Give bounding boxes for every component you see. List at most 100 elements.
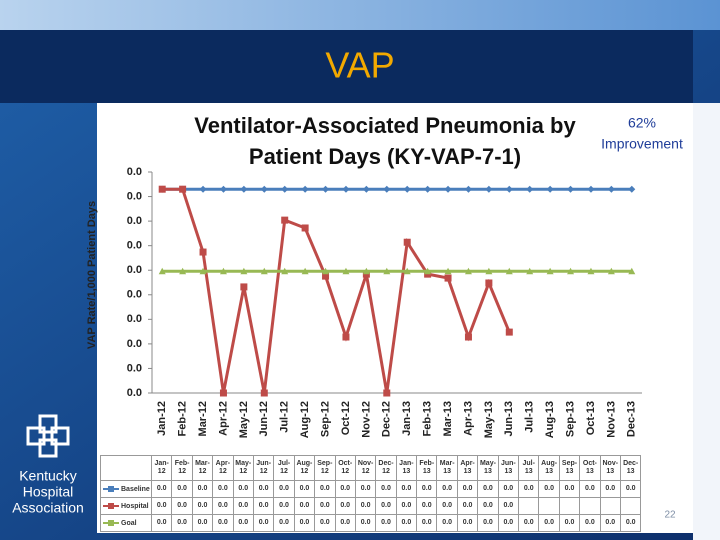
- table-cell: 0.0: [150, 497, 173, 515]
- marker: [362, 267, 370, 275]
- table-cell: 0.0: [456, 480, 479, 498]
- marker: [199, 248, 207, 256]
- x-tick-label: Sep-12: [319, 401, 331, 437]
- marker: [240, 185, 248, 193]
- table-cell: 0.0: [293, 480, 316, 498]
- marker: [485, 267, 493, 275]
- legend-label: Goal: [121, 519, 137, 527]
- x-tick-label: Oct-13: [585, 401, 597, 435]
- table-header: Dec-12: [375, 455, 397, 481]
- table-cell: 0.0: [212, 514, 234, 532]
- marker: [219, 185, 227, 193]
- marker: [546, 185, 554, 193]
- table-cell: 0.0: [579, 514, 601, 532]
- table-cell: [538, 497, 560, 515]
- table-cell: 0.0: [293, 514, 316, 532]
- table-cell: 0.0: [252, 497, 275, 515]
- header-band: [0, 30, 693, 103]
- table-cell: 0.0: [150, 480, 173, 498]
- legend-label: Baseline: [121, 485, 150, 493]
- table-cell: 0.0: [232, 514, 254, 532]
- table-cell: 0.0: [334, 514, 356, 532]
- marker: [199, 267, 207, 275]
- marker: [301, 267, 309, 275]
- marker: [260, 389, 268, 397]
- y-tick-label: 0.0: [127, 313, 142, 325]
- table-cell: 0.0: [212, 480, 234, 498]
- table-cell: 0.0: [232, 480, 254, 498]
- callout: Improvement: [601, 136, 683, 152]
- x-tick-label: Apr-13: [462, 401, 474, 436]
- table-header: Dec-13: [619, 455, 642, 481]
- legend-marker: [108, 502, 114, 509]
- logo-text: Kentucky: [19, 468, 77, 484]
- table-cell: 0.0: [354, 480, 377, 498]
- table-header: Jan-12: [150, 455, 173, 481]
- y-tick-label: 0.0: [127, 215, 142, 227]
- table-row-name: Goal: [100, 514, 152, 532]
- y-tick-label: 0.0: [127, 289, 142, 301]
- table-cell: 0.0: [354, 497, 377, 515]
- marker: [281, 185, 289, 193]
- table-cell: 0.0: [477, 514, 499, 532]
- table-cell: 0.0: [232, 497, 254, 515]
- y-tick-label: 0.0: [127, 240, 142, 252]
- marker: [607, 185, 615, 193]
- table-cell: 0.0: [477, 497, 499, 515]
- marker: [444, 274, 452, 282]
- x-tick-label: Jul-13: [524, 401, 536, 433]
- marker: [179, 267, 187, 275]
- marker: [260, 185, 268, 193]
- table-cell: 0.0: [314, 497, 336, 515]
- marker: [567, 267, 575, 275]
- marker: [505, 185, 513, 193]
- marker: [260, 267, 268, 275]
- marker: [607, 267, 615, 275]
- table-cell: 0.0: [273, 514, 295, 532]
- marker: [505, 267, 513, 275]
- table-cell: 0.0: [171, 514, 193, 532]
- table-header: Jul-12: [273, 455, 295, 481]
- table-cell: 0.0: [334, 480, 356, 498]
- chart-title: Patient Days (KY-VAP-7-1): [249, 144, 521, 169]
- table-header: Sep-13: [558, 455, 581, 481]
- table-cell: 0.0: [314, 514, 336, 532]
- table-header: Aug-13: [538, 455, 560, 481]
- table-cell: 0.0: [619, 514, 642, 532]
- x-tick-label: Oct-12: [340, 401, 352, 435]
- marker: [464, 185, 472, 193]
- table-cell: 0.0: [538, 480, 560, 498]
- table-header: Jun-12: [252, 455, 275, 481]
- marker: [281, 267, 289, 275]
- table-cell: 0.0: [191, 514, 214, 532]
- table-cell: 0.0: [212, 497, 234, 515]
- table-row-name: Baseline: [100, 480, 152, 498]
- marker: [505, 328, 513, 336]
- data-table: Jan-12 Feb-12 Mar-12 Apr-12 May-12 Jun-12 Jul-…: [100, 455, 642, 532]
- table-cell: 0.0: [599, 480, 621, 498]
- y-tick-label: 0.0: [127, 387, 142, 399]
- table-header: Sep-12: [314, 455, 336, 481]
- x-tick-label: Apr-12: [217, 401, 229, 436]
- table-cell: 0.0: [252, 514, 275, 532]
- table-cell: 0.0: [293, 497, 316, 515]
- page-number: 22: [664, 510, 676, 521]
- table-cell: 0.0: [558, 514, 581, 532]
- legend-marker: [108, 519, 114, 526]
- marker: [567, 185, 575, 193]
- table-cell: 0.0: [436, 480, 458, 498]
- y-tick-label: 0.0: [127, 362, 142, 374]
- table-cell: 0.0: [375, 514, 397, 532]
- series-line: [162, 187, 511, 394]
- marker: [240, 283, 248, 291]
- chart-title: Ventilator-Associated Pneumonia by: [194, 113, 576, 138]
- table-row: Goal 0.0 0.0 0.0 0.0 0.0 0.0 0.0 0.0 0.0 0.0 0.0 0.0…: [100, 514, 642, 532]
- marker: [485, 185, 493, 193]
- marker: [199, 185, 207, 193]
- table-cell: [558, 497, 581, 515]
- table-cell: 0.0: [395, 497, 418, 515]
- x-tick-label: Jan-13: [401, 401, 413, 436]
- marker: [587, 267, 595, 275]
- table-cell: 0.0: [273, 480, 295, 498]
- legend-key: [103, 519, 119, 526]
